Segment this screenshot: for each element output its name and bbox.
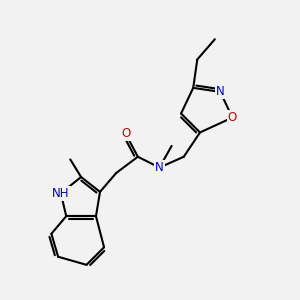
Text: O: O — [228, 111, 237, 124]
Text: O: O — [121, 127, 130, 140]
Text: NH: NH — [52, 187, 70, 200]
Text: N: N — [216, 85, 225, 98]
Text: N: N — [155, 161, 164, 174]
